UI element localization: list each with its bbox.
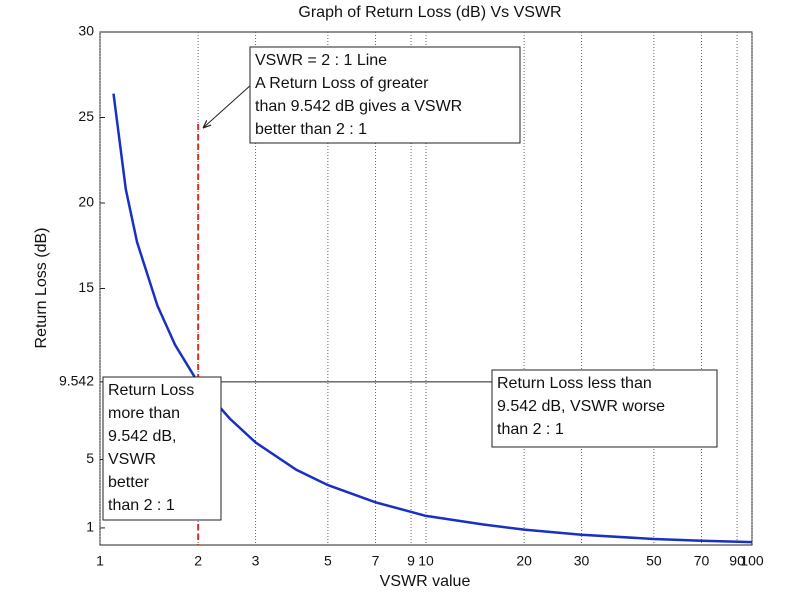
annotation-box bbox=[249, 46, 521, 144]
x-tick-label: 100 bbox=[740, 553, 764, 569]
y-tick-label: 20 bbox=[78, 194, 94, 210]
annotation-text: Return Loss bbox=[108, 382, 194, 399]
annotation-text: VSWR = 2 : 1 Line bbox=[255, 52, 387, 69]
y-tick-label: 30 bbox=[78, 23, 94, 39]
x-tick-label: 2 bbox=[194, 553, 202, 569]
annotation-text: better bbox=[108, 474, 150, 491]
annotation-text: better than 2 : 1 bbox=[255, 121, 367, 138]
annotation-text: 9.542 dB, bbox=[108, 428, 177, 445]
data-line bbox=[112, 93, 753, 544]
x-tick-label: 7 bbox=[372, 553, 380, 569]
x-tick-label: 50 bbox=[646, 553, 662, 569]
x-tick-label: 1 bbox=[96, 553, 104, 569]
annotation-text: A Return Loss of greater bbox=[255, 75, 429, 92]
chart-title: Graph of Return Loss (dB) Vs VSWR bbox=[298, 4, 561, 21]
x-tick-label: 10 bbox=[418, 553, 434, 569]
x-tick-label: 70 bbox=[694, 553, 710, 569]
x-tick-label: 20 bbox=[516, 553, 532, 569]
annotation-text: than 2 : 1 bbox=[497, 421, 564, 438]
y-tick-label: 1 bbox=[86, 519, 94, 535]
annotation-box bbox=[102, 376, 222, 521]
y-axis-label: Return Loss (dB) bbox=[33, 228, 50, 349]
x-tick-label: 30 bbox=[574, 553, 590, 569]
x-tick-label: 9 bbox=[407, 553, 415, 569]
annotation-text: than 9.542 dB gives a VSWR bbox=[255, 98, 462, 115]
x-tick-label: 90 bbox=[729, 553, 745, 569]
x-axis-label: VSWR value bbox=[380, 573, 471, 590]
annotation-box bbox=[491, 369, 718, 448]
x-tick-label: 5 bbox=[324, 553, 332, 569]
y-tick-label: 25 bbox=[78, 108, 94, 124]
y-tick-label: 9.542 bbox=[59, 373, 94, 389]
annotation-text: VSWR bbox=[108, 451, 156, 468]
x-tick-label: 3 bbox=[252, 553, 260, 569]
callout-arrow bbox=[203, 83, 253, 128]
y-tick-label: 15 bbox=[78, 279, 94, 295]
y-tick-label: 5 bbox=[86, 450, 94, 466]
annotation-text: 9.542 dB, VSWR worse bbox=[497, 398, 665, 415]
annotation-text: than 2 : 1 bbox=[108, 497, 175, 514]
annotation-text: Return Loss less than bbox=[497, 375, 652, 392]
annotation-text: more than bbox=[108, 405, 180, 422]
